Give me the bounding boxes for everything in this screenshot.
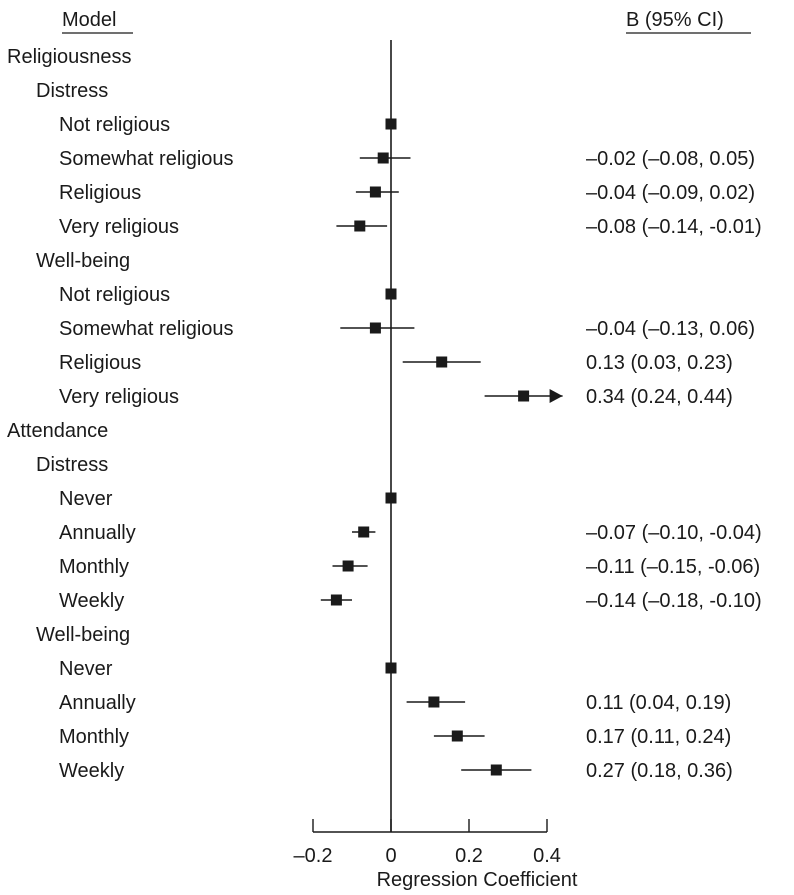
row-label: Monthly (59, 726, 129, 748)
point-estimate (385, 118, 397, 130)
ci-value: –0.07 (–0.10, -0.04) (586, 522, 762, 544)
ci-value: 0.34 (0.24, 0.44) (586, 386, 733, 408)
row-label: Religious (59, 182, 141, 204)
row-label: Religious (59, 352, 141, 374)
x-tick-label: 0 (385, 845, 396, 867)
model-header: Model (62, 9, 116, 31)
row-label: Monthly (59, 556, 129, 578)
point-estimate (451, 730, 463, 742)
row-label: Weekly (59, 590, 124, 612)
row-label: Not religious (59, 284, 170, 306)
ci-value: 0.27 (0.18, 0.36) (586, 760, 733, 782)
subgroup-label: Distress (36, 454, 108, 476)
group-label: Religiousness (7, 46, 132, 68)
ci-value: 0.13 (0.03, 0.23) (586, 352, 733, 374)
ci-value: 0.11 (0.04, 0.19) (586, 692, 731, 714)
subgroup-label: Distress (36, 80, 108, 102)
plot-area: Religiousness Distress Not religious Somewh… (7, 40, 762, 867)
point-estimate (377, 152, 389, 164)
row-label: Annually (59, 692, 136, 714)
point-estimate (342, 560, 354, 572)
ci-value: –0.04 (–0.13, 0.06) (586, 318, 755, 340)
x-tick-label: –0.2 (294, 845, 333, 867)
ci-value: –0.02 (–0.08, 0.05) (586, 148, 755, 170)
row-label: Very religious (59, 386, 179, 408)
point-estimate (354, 220, 366, 232)
row-label: Weekly (59, 760, 124, 782)
point-estimate (428, 696, 440, 708)
x-tick-label: 0.4 (533, 845, 561, 867)
point-estimate (369, 322, 381, 334)
point-estimate (518, 390, 530, 402)
row-label: Never (59, 488, 113, 510)
point-estimate (436, 356, 448, 368)
truncation-arrow (549, 389, 563, 403)
row-label: Annually (59, 522, 136, 544)
subgroup-label: Well-being (36, 624, 130, 646)
ci-header: B (95% CI) (626, 9, 724, 31)
row-label: Somewhat religious (59, 148, 234, 170)
row-label: Not religious (59, 114, 170, 136)
ci-value: –0.14 (–0.18, -0.10) (586, 590, 762, 612)
point-estimate (490, 764, 502, 776)
row-label: Never (59, 658, 113, 680)
group-label: Attendance (7, 420, 108, 442)
ci-value: 0.17 (0.11, 0.24) (586, 726, 731, 748)
ci-value: –0.11 (–0.15, -0.06) (586, 556, 760, 578)
point-estimate (358, 526, 370, 538)
point-estimate (369, 186, 381, 198)
ci-value: –0.08 (–0.14, -0.01) (586, 216, 762, 238)
point-estimate (385, 662, 397, 674)
subgroup-label: Well-being (36, 250, 130, 272)
row-label: Somewhat religious (59, 318, 234, 340)
point-estimate (385, 288, 397, 300)
x-tick-label: 0.2 (455, 845, 483, 867)
point-estimate (385, 492, 397, 504)
row-label: Very religious (59, 216, 179, 238)
ci-value: –0.04 (–0.09, 0.02) (586, 182, 755, 204)
x-axis-title: Regression Coefficient (377, 869, 578, 891)
point-estimate (330, 594, 342, 606)
